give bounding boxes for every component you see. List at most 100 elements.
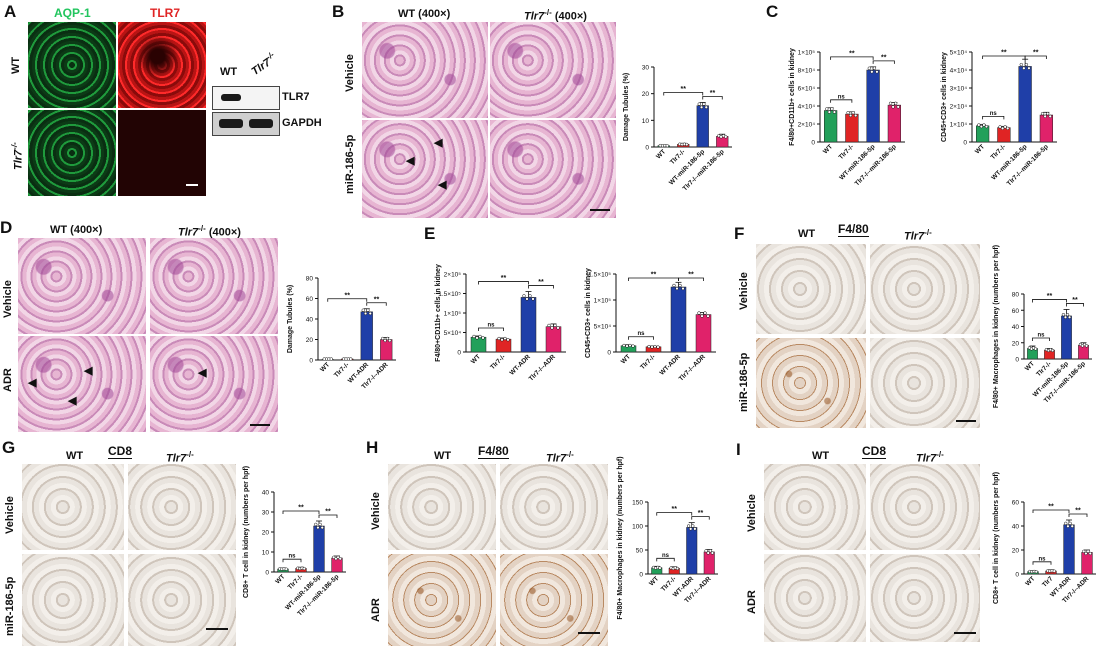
stain-label-f: F4/80 [838, 222, 869, 237]
bar [887, 104, 901, 143]
data-point [622, 343, 626, 348]
y-tick-label: 0 [607, 350, 611, 357]
data-point [703, 311, 707, 315]
y-tick-label: 20 [306, 337, 314, 344]
stain-label-i: CD8 [862, 444, 887, 459]
row-label-ko-a: Tlr7-/- [10, 142, 25, 170]
y-tick-label: 1×10⁵ [444, 311, 462, 318]
arrow-icon: ◀ [68, 395, 77, 407]
y-tick-label: 1×10⁵ [594, 298, 612, 305]
data-point [1022, 66, 1026, 70]
significance-bracket [1032, 561, 1052, 565]
data-point [891, 105, 895, 109]
y-axis-label: CD8+ T cell in kidney (numbers per hpf) [243, 466, 250, 598]
significance-bracket [1032, 509, 1070, 513]
panel-label-i: I [736, 440, 741, 459]
col-header-ko-g: Tlr7-/- [166, 450, 194, 465]
y-tick-label: 60 [1012, 308, 1020, 315]
bar [866, 69, 880, 143]
y-tick-label: 5×10⁴ [594, 324, 612, 331]
col-header-wt-b: WT (400×) [398, 8, 451, 20]
y-tick-label: 100 [632, 524, 643, 531]
data-point [388, 338, 392, 343]
data-point [672, 283, 676, 288]
data-point [658, 566, 662, 570]
y-tick-label: 80 [306, 276, 314, 283]
data-point [1084, 551, 1088, 556]
data-point [1068, 521, 1072, 526]
stain-label-h: F4/80 [478, 444, 509, 459]
data-point [525, 297, 529, 301]
bar [976, 125, 990, 143]
y-axis-label: F4/80+ Macrophages in kidney (numbers pe… [617, 456, 624, 619]
x-tick-label: Tlr7-/- [333, 361, 351, 379]
significance-bracket [628, 336, 654, 340]
data-point [628, 343, 632, 348]
data-point [363, 311, 368, 316]
arrow-icon: ◀ [434, 137, 443, 149]
row-label-vehicle-h: Vehicle [370, 492, 382, 530]
data-point [472, 334, 476, 339]
y-tick-label: 20 [1012, 548, 1020, 555]
scale-bar-i [954, 632, 976, 634]
fluorescence-ko-aqp1 [28, 110, 116, 196]
significance-label: ns [1037, 333, 1045, 339]
significance-bracket [327, 298, 368, 302]
blot-label-tlr7: TLR7 [282, 91, 310, 103]
y-tick-label: 4×10⁴ [950, 68, 968, 75]
significance-label: ** [374, 296, 380, 303]
he-image-wt-vehicle-d [18, 238, 146, 334]
ihc-image-ko-vehicle-f [870, 244, 980, 334]
data-point [556, 326, 560, 330]
data-point [1033, 347, 1038, 351]
y-tick-label: 0 [1015, 357, 1019, 364]
bar [670, 286, 687, 353]
significance-bracket [318, 514, 338, 518]
x-tick-label: Tlr7-/- [838, 143, 856, 161]
data-point [1040, 112, 1045, 116]
y-tick-label: 4×10⁴ [798, 104, 816, 111]
data-point [547, 323, 551, 328]
data-point [710, 551, 715, 555]
bar [360, 311, 373, 361]
significance-label: ns [637, 331, 645, 337]
data-point [984, 124, 989, 129]
y-axis-label: CD45+CD3+ cells in kidney [941, 52, 948, 142]
data-point [977, 123, 981, 127]
data-point [650, 345, 654, 349]
data-point [1050, 348, 1055, 353]
y-tick-label: 20 [642, 91, 650, 98]
bar [313, 525, 325, 573]
he-image-wt-mir-b: ◀ ◀ ◀ [362, 120, 488, 218]
significance-label: ** [1033, 50, 1039, 57]
data-point [702, 102, 706, 106]
col-header-ko-b: Tlr7-/- (400×) [524, 8, 587, 23]
data-point [1063, 315, 1068, 319]
y-axis-label: CD8+ T cell in kidney (numbers per hpf) [993, 472, 1000, 604]
significance-label: ** [849, 50, 855, 57]
x-tick-label: Tlr7-/- [639, 353, 657, 371]
data-point [693, 527, 697, 531]
y-tick-label: 2×10⁴ [950, 104, 968, 111]
he-image-wt-vehicle-b [362, 22, 488, 118]
data-point [697, 311, 701, 315]
significance-label: ns [288, 554, 296, 560]
y-tick-label: 1.5×10⁵ [588, 272, 611, 279]
row-label-vehicle-f: Vehicle [738, 272, 750, 310]
significance-bracket [702, 96, 723, 100]
panel-label-e: E [424, 224, 436, 243]
y-tick-label: 40 [262, 490, 270, 497]
x-tick-label: WT [1024, 575, 1036, 587]
panel-label-c: C [766, 2, 779, 21]
y-tick-label: 6×10⁴ [798, 86, 816, 93]
data-point [478, 334, 482, 339]
data-point [848, 113, 853, 118]
data-point [506, 338, 510, 342]
data-point [1082, 549, 1086, 553]
data-point [318, 522, 322, 527]
bar [1063, 524, 1075, 575]
x-tick-label: Tlr7-/- [990, 143, 1008, 161]
ihc-image-ko-adr-i [870, 554, 980, 642]
col-header-ko-i: Tlr7-/- [916, 450, 944, 465]
